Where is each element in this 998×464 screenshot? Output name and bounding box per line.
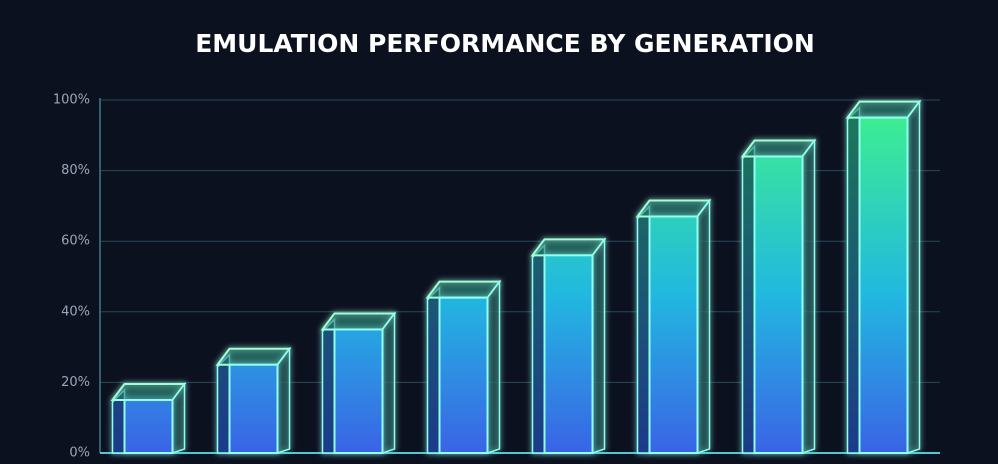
y-tick-label: 0% bbox=[69, 446, 90, 461]
bar bbox=[753, 155, 804, 454]
bar-side bbox=[741, 144, 756, 454]
y-tick-label: 100% bbox=[53, 93, 90, 108]
y-tick-label: 40% bbox=[61, 304, 90, 319]
bar-side bbox=[531, 243, 546, 454]
bar bbox=[228, 363, 279, 454]
bar-right bbox=[906, 99, 921, 455]
bar bbox=[858, 116, 909, 455]
bar-right bbox=[591, 237, 606, 455]
bar-right bbox=[696, 198, 711, 455]
bar-side bbox=[846, 105, 861, 454]
bar-right bbox=[276, 346, 291, 455]
y-tick-label: 20% bbox=[61, 375, 90, 390]
bar-right bbox=[801, 138, 816, 455]
bar-group bbox=[740, 138, 817, 455]
bar-right bbox=[381, 311, 396, 455]
bar bbox=[333, 328, 384, 455]
bar-side bbox=[216, 352, 231, 454]
bar bbox=[438, 296, 489, 454]
bar bbox=[648, 215, 699, 454]
bar-group bbox=[110, 381, 187, 455]
bar-group bbox=[530, 237, 607, 455]
bar-side bbox=[636, 204, 651, 454]
bar bbox=[543, 254, 594, 454]
bar bbox=[123, 399, 174, 454]
bar-group bbox=[320, 311, 397, 455]
bar-group bbox=[845, 99, 922, 455]
bar-side bbox=[321, 317, 336, 454]
y-tick-label: 60% bbox=[61, 234, 90, 249]
chart-title: EMULATION PERFORMANCE BY GENERATION bbox=[195, 29, 815, 58]
bar-group bbox=[425, 279, 502, 455]
y-tick-label: 80% bbox=[61, 163, 90, 178]
bar-right bbox=[486, 279, 501, 455]
bar-group bbox=[635, 198, 712, 455]
bar-side bbox=[426, 285, 441, 454]
bar-group bbox=[215, 346, 292, 455]
